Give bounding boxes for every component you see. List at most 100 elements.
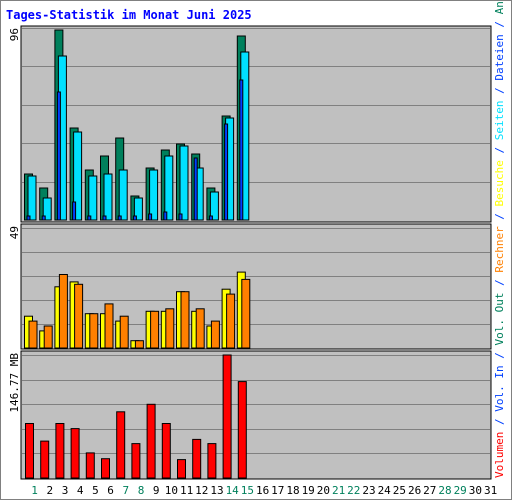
bar-rechner-day-15 bbox=[241, 278, 251, 349]
bar-rechner-day-4 bbox=[74, 283, 84, 349]
day-label-16: 16 bbox=[256, 484, 269, 497]
bar-dateien-day-6 bbox=[103, 173, 113, 221]
legend-part-9: / bbox=[493, 140, 506, 160]
bar-volumen-day-10 bbox=[161, 423, 171, 479]
bar-seiten-day-3 bbox=[56, 91, 61, 221]
bar-volumen-day-11 bbox=[177, 459, 186, 479]
bar-seiten-day-14 bbox=[224, 123, 229, 221]
legend-part-7: / bbox=[493, 206, 506, 226]
day-label-30: 30 bbox=[469, 484, 482, 497]
day-label-11: 11 bbox=[180, 484, 193, 497]
bar-rechner-day-5 bbox=[89, 313, 99, 349]
day-label-2: 2 bbox=[46, 484, 53, 497]
top-panel-background bbox=[20, 25, 492, 223]
middle-panel-background bbox=[20, 223, 492, 350]
top-panel-max-label: 96 bbox=[8, 28, 21, 41]
bar-seiten-day-11 bbox=[178, 213, 183, 221]
day-label-23: 23 bbox=[362, 484, 375, 497]
day-label-6: 6 bbox=[107, 484, 114, 497]
bar-rechner-day-2 bbox=[43, 325, 53, 349]
grid-lines bbox=[22, 28, 490, 454]
day-label-12: 12 bbox=[195, 484, 208, 497]
chart-title: Tages-Statistik im Monat Juni 2025 bbox=[6, 8, 252, 22]
legend-part-3: / bbox=[493, 346, 506, 366]
bar-dateien-day-8 bbox=[133, 197, 143, 221]
bar-rechner-day-6 bbox=[104, 303, 114, 349]
day-label-18: 18 bbox=[286, 484, 299, 497]
bar-seiten-day-4 bbox=[72, 201, 77, 221]
bar-rechner-day-7 bbox=[119, 315, 129, 349]
day-label-14: 14 bbox=[226, 484, 240, 497]
bar-dateien-day-9 bbox=[149, 169, 159, 221]
legend-part-6: Rechner bbox=[493, 226, 506, 273]
legend-part-11: / bbox=[493, 81, 506, 101]
bar-rechner-day-12 bbox=[195, 308, 205, 349]
side-legend: Volumen / Vol. In / Vol. Out / Rechner /… bbox=[493, 0, 506, 478]
bar-rechner-day-11 bbox=[180, 291, 190, 349]
bar-rechner-day-9 bbox=[150, 310, 160, 349]
day-label-31: 31 bbox=[484, 484, 497, 497]
bar-volumen-day-5 bbox=[85, 452, 95, 479]
bar-volumen-day-12 bbox=[192, 438, 202, 479]
bar-volumen-day-9 bbox=[146, 403, 156, 479]
bar-rechner-day-13 bbox=[210, 320, 220, 349]
bar-seiten-day-12 bbox=[193, 157, 198, 221]
day-label-15: 15 bbox=[241, 484, 254, 497]
bar-volumen-day-15 bbox=[237, 381, 247, 479]
bar-rechner-day-3 bbox=[58, 274, 68, 349]
bar-volumen-day-7 bbox=[116, 411, 126, 479]
bar-volumen-day-14 bbox=[222, 354, 232, 479]
bar-seiten-day-6 bbox=[102, 215, 107, 221]
legend-part-4: Vol. Out bbox=[493, 293, 506, 346]
bar-seiten-day-5 bbox=[87, 215, 92, 221]
day-label-28: 28 bbox=[438, 484, 451, 497]
day-label-17: 17 bbox=[271, 484, 284, 497]
bar-seiten-day-1 bbox=[26, 215, 31, 221]
bar-volumen-day-3 bbox=[55, 423, 65, 479]
day-label-21: 21 bbox=[332, 484, 345, 497]
day-label-27: 27 bbox=[423, 484, 436, 497]
legend-part-0: Volumen bbox=[493, 432, 506, 478]
bar-dateien-day-2 bbox=[42, 197, 52, 221]
bottom-panel-max-label: 146.77 MB bbox=[8, 353, 21, 413]
legend-part-5: / bbox=[493, 273, 506, 293]
day-label-29: 29 bbox=[454, 484, 467, 497]
bar-volumen-day-8 bbox=[131, 443, 141, 479]
day-label-5: 5 bbox=[92, 484, 99, 497]
bar-volumen-day-2 bbox=[40, 440, 50, 479]
legend-part-13: / bbox=[493, 14, 506, 34]
day-label-22: 22 bbox=[347, 484, 360, 497]
day-label-4: 4 bbox=[77, 484, 84, 497]
bar-volumen-day-13 bbox=[207, 443, 217, 479]
bar-rechner-day-10 bbox=[165, 308, 175, 349]
bar-seiten-day-7 bbox=[117, 215, 122, 221]
legend-part-12: Dateien bbox=[493, 34, 506, 80]
bar-volumen-day-6 bbox=[101, 458, 110, 479]
day-label-25: 25 bbox=[393, 484, 406, 497]
legend-part-1: / bbox=[493, 412, 506, 432]
bar-volumen-day-4 bbox=[70, 428, 80, 479]
bar-seiten-day-9 bbox=[148, 213, 153, 221]
day-label-9: 9 bbox=[153, 484, 160, 497]
day-label-7: 7 bbox=[122, 484, 129, 497]
bar-dateien-day-13 bbox=[209, 191, 219, 221]
middle-panel-max-label: 49 bbox=[8, 226, 21, 239]
bar-seiten-day-2 bbox=[41, 215, 46, 221]
day-label-13: 13 bbox=[210, 484, 223, 497]
day-label-24: 24 bbox=[378, 484, 392, 497]
legend-part-14: Anfragen bbox=[493, 0, 506, 14]
bar-rechner-day-1 bbox=[28, 320, 38, 349]
bar-dateien-day-11 bbox=[179, 145, 189, 221]
bar-seiten-day-15 bbox=[239, 79, 244, 221]
day-label-20: 20 bbox=[317, 484, 330, 497]
day-label-1: 1 bbox=[31, 484, 38, 497]
day-label-8: 8 bbox=[138, 484, 145, 497]
bar-dateien-day-7 bbox=[118, 169, 128, 221]
bottom-panel-background bbox=[20, 350, 492, 480]
legend-part-2: Vol. In bbox=[493, 365, 506, 411]
bar-dateien-day-10 bbox=[164, 155, 174, 221]
bar-dateien-day-5 bbox=[88, 175, 98, 221]
bar-dateien-day-1 bbox=[27, 175, 37, 221]
day-label-26: 26 bbox=[408, 484, 421, 497]
